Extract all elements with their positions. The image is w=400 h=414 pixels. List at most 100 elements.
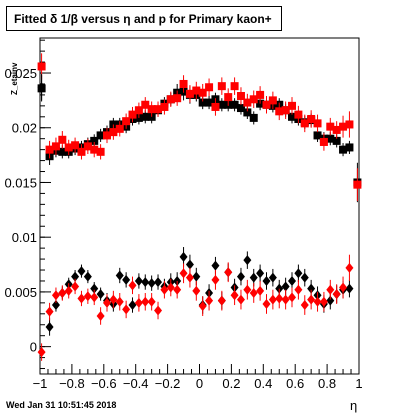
data-point [205,295,214,306]
axis-ticks [39,39,360,374]
data-point [243,108,252,117]
data-point [236,271,245,282]
data-point [128,300,137,311]
data-point [243,284,252,295]
data-point [64,143,73,152]
data-point [154,277,163,288]
data-point [268,272,277,283]
data-point [326,295,335,306]
y-tick-label: 0.015 [4,175,37,190]
data-point [211,260,220,271]
data-point [154,105,163,114]
data-point [288,292,297,303]
data-point [96,147,105,156]
data-point [307,294,316,305]
data-point [83,271,92,282]
data-point [262,298,271,309]
data-point [294,268,303,279]
data-point [173,94,182,103]
data-point [249,288,258,299]
data-point [300,300,309,311]
y-tick-label: 0.025 [4,66,37,81]
data-point [345,120,354,129]
data-point [64,285,73,296]
data-point [211,274,220,285]
data-point [294,110,303,119]
data-point [243,255,252,266]
timestamp-footer: Wed Jan 31 10:51:45 2018 [6,400,117,410]
data-point [71,141,80,150]
data-point [115,296,124,307]
data-point [90,283,99,294]
x-tick-label: 0.4 [254,376,272,391]
data-point [83,291,92,302]
data-point [160,102,169,111]
title-box: Fitted δ 1/β versus η and p for Primary … [6,6,282,31]
data-point [192,86,201,95]
x-tick-label: 0.8 [318,376,336,391]
data-point [45,306,54,317]
data-marks [37,53,362,361]
data-point [217,82,226,91]
data-point [345,262,354,273]
x-axis-label: η [350,398,358,413]
data-point [288,275,297,286]
data-point [262,275,271,286]
x-tick-label: −0.4 [123,376,149,391]
data-point [77,293,86,304]
data-point [205,83,214,92]
data-point [230,82,239,91]
data-point [58,135,67,144]
data-point [154,305,163,316]
data-point [51,142,60,151]
data-point [307,114,316,123]
data-point [339,282,348,293]
data-point [217,295,226,306]
data-point [71,281,80,292]
x-tick-label: −0.8 [59,376,85,391]
data-point [192,285,201,296]
data-point [122,304,131,315]
y-axis-label: Z_etainv [10,62,19,95]
data-point [128,110,137,119]
data-point [332,125,341,134]
data-point [51,300,60,311]
data-point [326,284,335,295]
data-point [230,100,239,109]
data-point [236,92,245,101]
data-point [77,266,86,277]
data-point [313,119,322,128]
data-point [256,285,265,296]
data-point [51,290,60,301]
x-tick-label: −1 [33,376,48,391]
data-point [236,294,245,305]
data-point [268,294,277,305]
data-point [179,268,188,279]
data-point [96,289,105,300]
tick-labels: −1 −0.8 −0.6 −0.4 −0.2 0 0.2 0.4 0.6 0.8 1 0 0.005 0.… [4,66,362,391]
series-2 [37,74,354,336]
data-point [262,100,271,109]
data-point [147,278,156,289]
data-point [122,117,131,126]
data-point [307,283,316,294]
data-point [134,275,143,286]
data-point [281,294,290,305]
data-point [102,131,111,140]
data-point [102,297,111,308]
data-point [230,290,239,301]
data-point [326,134,335,143]
data-point [134,106,143,115]
x-tick-label: 1 [355,376,362,391]
data-point [192,271,201,282]
series-3 [37,254,354,361]
data-point [288,101,297,110]
data-point [198,88,207,97]
data-point [326,122,335,131]
data-point [115,270,124,281]
data-point [147,296,156,307]
data-point [288,112,297,121]
data-point [147,105,156,114]
data-point [90,136,99,145]
